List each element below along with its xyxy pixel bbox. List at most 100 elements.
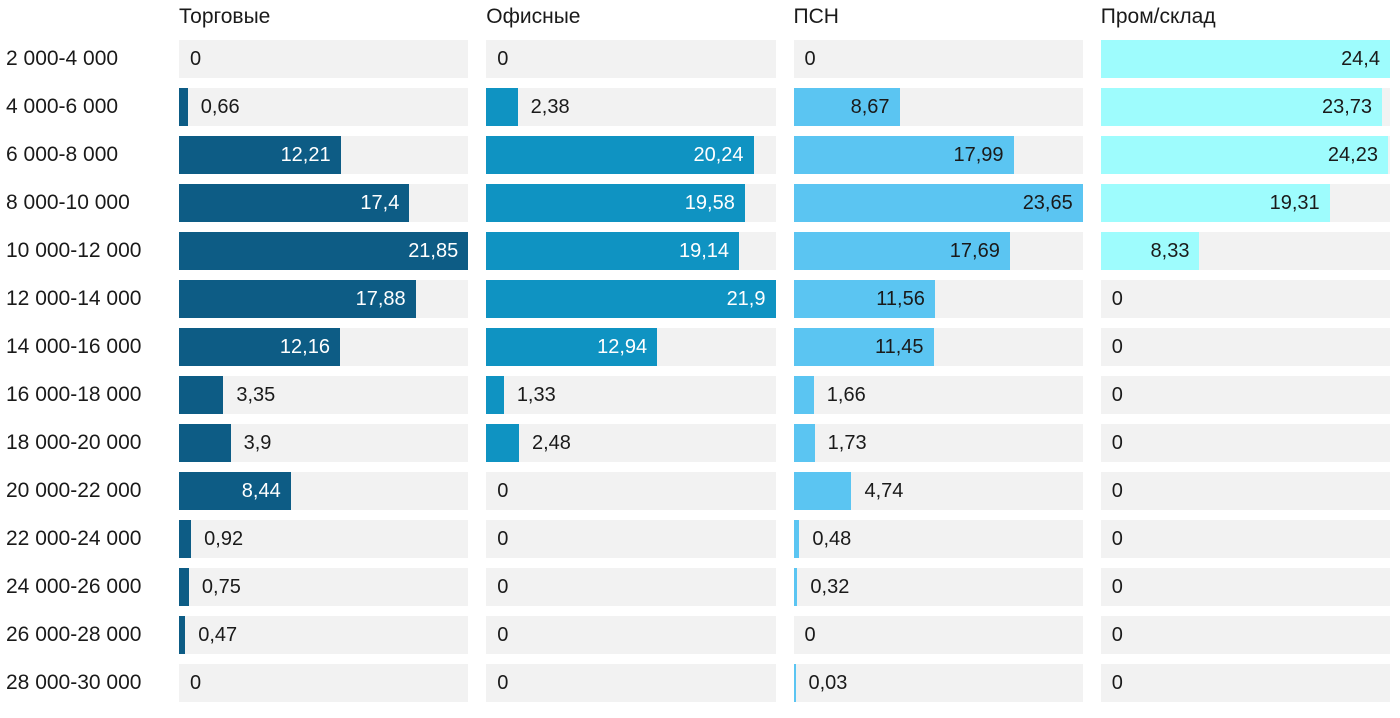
category-label: 2 000-4 000 — [6, 47, 119, 70]
bar-track: 0,66 — [179, 88, 469, 126]
bar-track: 17,88 — [179, 280, 469, 318]
bar-track: 23,65 — [793, 184, 1083, 222]
bar-value: 0 — [497, 527, 509, 550]
series-header: ПСН — [793, 5, 839, 28]
category-label: 28 000-30 000 — [6, 671, 142, 694]
bar-track: 17,99 — [793, 136, 1083, 174]
bar-track: 0 — [179, 664, 469, 702]
bar-track: 19,58 — [486, 184, 776, 222]
bar-value: 0 — [1111, 575, 1123, 598]
bar: 17,99 — [793, 136, 1014, 174]
category-label: 6 000-8 000 — [6, 143, 119, 166]
bar-value: 2,38 — [530, 95, 570, 118]
bar: 19,58 — [486, 184, 745, 222]
bar: 24,4 — [1100, 40, 1390, 78]
bar: 23,73 — [1100, 88, 1383, 126]
bar-track: 3,35 — [179, 376, 469, 414]
category-label: 10 000-12 000 — [6, 239, 142, 262]
bar: 12,94 — [486, 328, 658, 366]
bar-track: 12,16 — [179, 328, 469, 366]
bar-track: 0,47 — [179, 616, 469, 654]
bar-track: 0,03 — [793, 664, 1083, 702]
bar: 20,24 — [486, 136, 754, 174]
bar-track: 8,67 — [793, 88, 1083, 126]
bar-value: 0,48 — [812, 527, 852, 550]
category-label: 18 000-20 000 — [6, 431, 142, 454]
bar — [793, 424, 815, 462]
bar-value: 0 — [190, 671, 202, 694]
bar-value: 0,75 — [201, 575, 241, 598]
bar-track: 0 — [1100, 424, 1390, 462]
bar — [179, 520, 192, 558]
category-label: 16 000-18 000 — [6, 383, 142, 406]
bar-value: 8,44 — [241, 479, 281, 502]
bar-value: 17,69 — [949, 239, 1000, 262]
bar-track: 23,73 — [1100, 88, 1390, 126]
bar-value: 0 — [497, 47, 509, 70]
bar-track: 2,48 — [486, 424, 776, 462]
bar: 19,31 — [1100, 184, 1330, 222]
bar — [793, 376, 814, 414]
bar: 12,16 — [179, 328, 340, 366]
series-header: Торговые — [179, 5, 271, 28]
bar: 24,23 — [1100, 136, 1388, 174]
bar-value: 0 — [1111, 527, 1123, 550]
bar-value: 12,21 — [280, 143, 331, 166]
series-header: Офисные — [486, 5, 581, 28]
category-label: 4 000-6 000 — [6, 95, 119, 118]
bar-value: 17,99 — [953, 143, 1004, 166]
bar-track: 0 — [1100, 664, 1390, 702]
bar-track: 0 — [1100, 568, 1390, 606]
category-label: 24 000-26 000 — [6, 575, 142, 598]
category-label: 20 000-22 000 — [6, 479, 142, 502]
header-spacer — [6, 4, 161, 30]
bar-value: 0,66 — [200, 95, 240, 118]
bar-track: 0 — [1100, 616, 1390, 654]
bar-track: 8,44 — [179, 472, 469, 510]
bar-value: 21,9 — [726, 287, 766, 310]
bar — [793, 664, 796, 702]
bar-track: 0 — [486, 40, 776, 78]
bar-value: 3,35 — [236, 383, 276, 406]
bar-track: 20,24 — [486, 136, 776, 174]
bar-value: 0,92 — [204, 527, 244, 550]
bar — [179, 424, 231, 462]
bar-value: 19,58 — [684, 191, 735, 214]
bar-value: 0 — [497, 623, 509, 646]
bar-value: 0 — [804, 47, 816, 70]
bar-track: 3,9 — [179, 424, 469, 462]
bar-track: 12,21 — [179, 136, 469, 174]
bar-value: 12,94 — [597, 335, 648, 358]
bar-value: 4,74 — [864, 479, 904, 502]
bar-track: 17,69 — [793, 232, 1083, 270]
bar-value: 0,47 — [198, 623, 238, 646]
bar — [179, 88, 188, 126]
bar: 12,21 — [179, 136, 341, 174]
bar — [486, 376, 504, 414]
bar-track: 0 — [1100, 280, 1390, 318]
bar-track: 0 — [793, 616, 1083, 654]
bar-value: 24,4 — [1341, 47, 1380, 70]
bar-value: 0 — [1111, 383, 1123, 406]
bar — [486, 88, 518, 126]
bar-value: 1,66 — [826, 383, 866, 406]
bar-track: 0 — [486, 616, 776, 654]
bar-track: 11,56 — [793, 280, 1083, 318]
bar-track: 0 — [793, 40, 1083, 78]
bar-value: 12,16 — [279, 335, 330, 358]
bar-value: 0 — [1111, 335, 1123, 358]
bar-track: 8,33 — [1100, 232, 1390, 270]
bar-value: 2,48 — [532, 431, 571, 454]
bar-value: 24,23 — [1327, 143, 1378, 166]
bar-track: 1,66 — [793, 376, 1083, 414]
bar-track: 21,85 — [179, 232, 469, 270]
bar-value: 17,4 — [360, 191, 400, 214]
bar-value: 3,9 — [243, 431, 272, 454]
bar-value: 19,14 — [678, 239, 730, 262]
bar-value: 0 — [1111, 287, 1123, 310]
category-label: 8 000-10 000 — [6, 191, 130, 214]
bar-value: 0,32 — [810, 575, 850, 598]
bar-value: 0 — [1111, 431, 1123, 454]
bar — [179, 568, 189, 606]
